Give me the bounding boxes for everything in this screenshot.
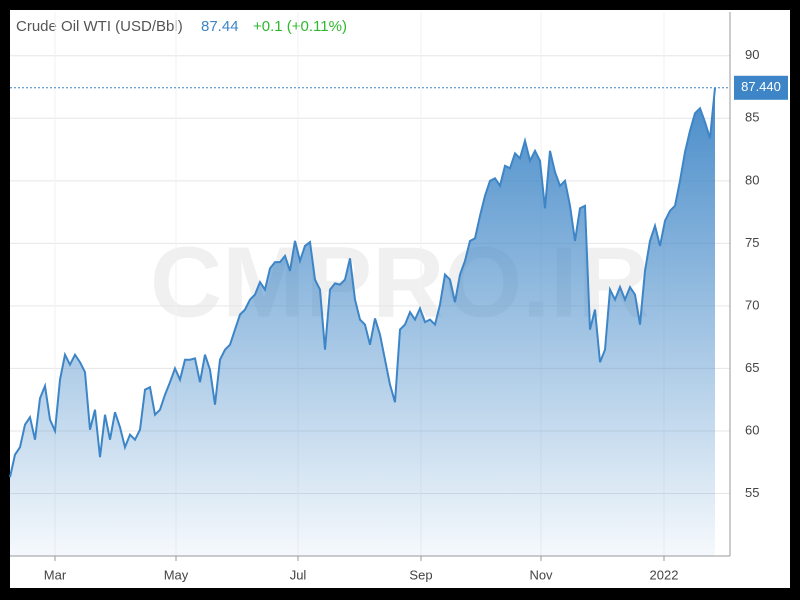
last-price-label: 87.440: [741, 79, 781, 94]
x-tick-label: Sep: [409, 567, 432, 582]
y-tick-label: 65: [745, 360, 759, 375]
last-price-box: [734, 75, 788, 100]
price: 87.44: [201, 18, 239, 35]
y-tick-label: 70: [745, 297, 759, 312]
y-tick-label: 80: [745, 172, 759, 187]
change: +0.1 (+0.11%): [253, 18, 347, 35]
area: [10, 87, 715, 557]
x-tick-label: Jul: [290, 567, 307, 582]
line: [9, 87, 716, 478]
title: Crude Oil WTI (USD/Bbl): [16, 18, 183, 35]
y-tick-label: 75: [745, 235, 759, 250]
y-tick-label: 85: [745, 110, 759, 125]
x-tick-label: May: [164, 567, 189, 582]
y-tick-label: 60: [745, 422, 759, 437]
x-tick-label: 2022: [650, 567, 679, 582]
y-tick-label: 55: [745, 485, 759, 500]
x-tick-label: Mar: [44, 567, 67, 582]
y-tick-label: 90: [745, 47, 759, 62]
x-tick-label: Nov: [529, 567, 553, 582]
